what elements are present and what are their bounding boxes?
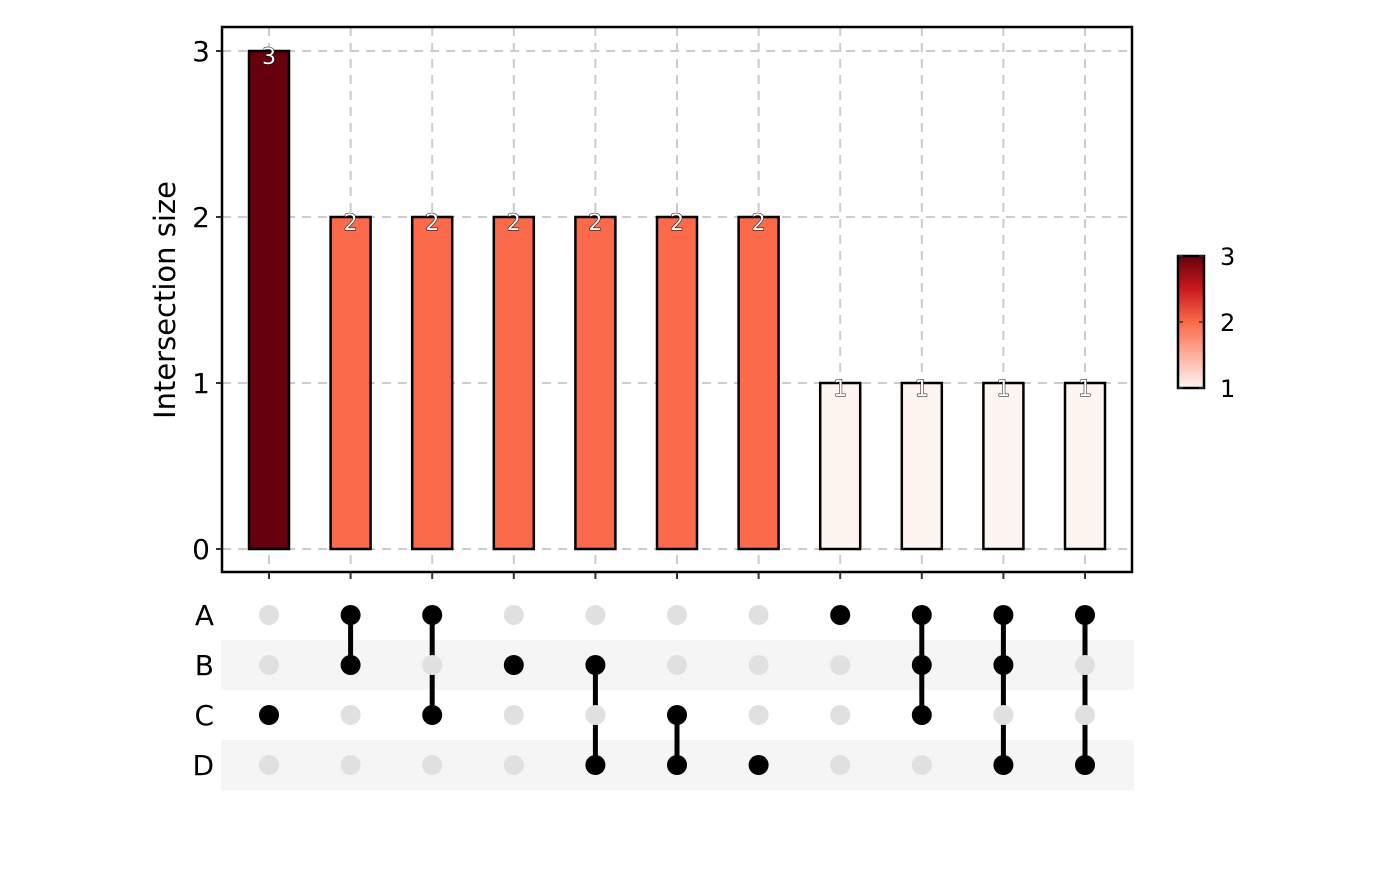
- matrix-dot-empty: [1075, 655, 1095, 675]
- bar: [818, 381, 862, 551]
- matrix-dot-empty: [667, 655, 687, 675]
- matrix-dot-empty: [748, 705, 769, 725]
- matrix-dot-empty: [585, 705, 606, 725]
- matrix-dot-empty: [585, 605, 606, 625]
- matrix-dot-filled: [993, 755, 1014, 775]
- plot-panel-border: [220, 25, 1134, 574]
- matrix-dot-empty: [830, 705, 851, 725]
- bar-value-label: 2: [344, 211, 358, 236]
- matrix-dot-filled: [911, 655, 932, 675]
- matrix-dot-filled: [911, 605, 932, 625]
- y-tick-label: 1: [192, 367, 210, 400]
- matrix-dot-filled: [911, 705, 932, 725]
- bar-value-label: 2: [752, 211, 766, 236]
- legend-tick-label: 1: [1220, 375, 1235, 403]
- matrix-dot-empty: [422, 655, 443, 675]
- bar: [982, 381, 1025, 551]
- matrix-dot-empty: [503, 605, 524, 625]
- matrix-dot-empty: [340, 755, 361, 775]
- matrix-dot-filled: [993, 655, 1014, 675]
- y-tick-label: 3: [192, 35, 210, 68]
- matrix-dot-empty: [259, 655, 279, 675]
- legend-tick-label: 2: [1220, 309, 1235, 337]
- bar: [1063, 381, 1107, 551]
- bar: [492, 215, 536, 551]
- matrix-dot-empty: [748, 655, 769, 675]
- bar: [410, 215, 454, 551]
- y-tick-label: 0: [192, 533, 210, 566]
- matrix-dot-empty: [503, 755, 524, 775]
- matrix-dot-filled: [422, 605, 443, 625]
- y-axis-label: Intersection size: [148, 181, 182, 419]
- matrix-dot-filled: [340, 655, 361, 675]
- set-label: D: [192, 749, 214, 782]
- matrix-dot-filled: [422, 705, 443, 725]
- bar-value-label: 1: [996, 377, 1010, 402]
- matrix-dot-filled: [830, 605, 851, 625]
- bar-value-label: 2: [670, 211, 684, 236]
- matrix-dot-empty: [259, 755, 279, 775]
- matrix-dot-empty: [830, 755, 851, 775]
- bar: [737, 215, 780, 551]
- bar-value-label: 1: [1078, 377, 1092, 402]
- bar-value-label: 1: [915, 377, 929, 402]
- bar: [900, 381, 944, 551]
- bar: [247, 49, 291, 551]
- bar: [329, 215, 372, 551]
- matrix-dot-empty: [259, 605, 279, 625]
- matrix-dot-empty: [422, 755, 443, 775]
- matrix-dot-empty: [340, 705, 361, 725]
- matrix-dot-filled: [1075, 605, 1095, 625]
- matrix-dot-empty: [993, 705, 1014, 725]
- matrix-dot-filled: [585, 755, 606, 775]
- bar-value-label: 2: [507, 211, 521, 236]
- bar: [574, 215, 617, 551]
- bar-value-label: 3: [262, 45, 276, 70]
- matrix-dot-empty: [830, 655, 851, 675]
- y-tick-label: 2: [192, 201, 210, 234]
- matrix-dot-filled: [667, 755, 687, 775]
- set-label: C: [194, 699, 214, 732]
- matrix-dot-filled: [259, 705, 279, 725]
- matrix-dot-empty: [667, 605, 687, 625]
- matrix-dot-empty: [911, 755, 932, 775]
- matrix-dot-filled: [993, 605, 1014, 625]
- bar-value-label: 1: [833, 377, 847, 402]
- matrix-dot-filled: [503, 655, 524, 675]
- matrix-dot-filled: [748, 755, 769, 775]
- matrix-dot-empty: [503, 705, 524, 725]
- set-label: B: [195, 649, 214, 682]
- matrix-dot-filled: [667, 705, 687, 725]
- bar-value-label: 2: [425, 211, 439, 236]
- matrix-dot-filled: [1075, 755, 1095, 775]
- set-label: A: [195, 599, 214, 632]
- legend-tick-label: 3: [1220, 243, 1235, 271]
- bar: [655, 215, 699, 551]
- matrix-dot-empty: [1075, 705, 1095, 725]
- matrix-dot-empty: [748, 605, 769, 625]
- matrix-dot-filled: [585, 655, 606, 675]
- matrix-dot-filled: [340, 605, 361, 625]
- color-legend: 1 2 3: [1176, 243, 1235, 403]
- bar-value-label: 2: [588, 211, 602, 236]
